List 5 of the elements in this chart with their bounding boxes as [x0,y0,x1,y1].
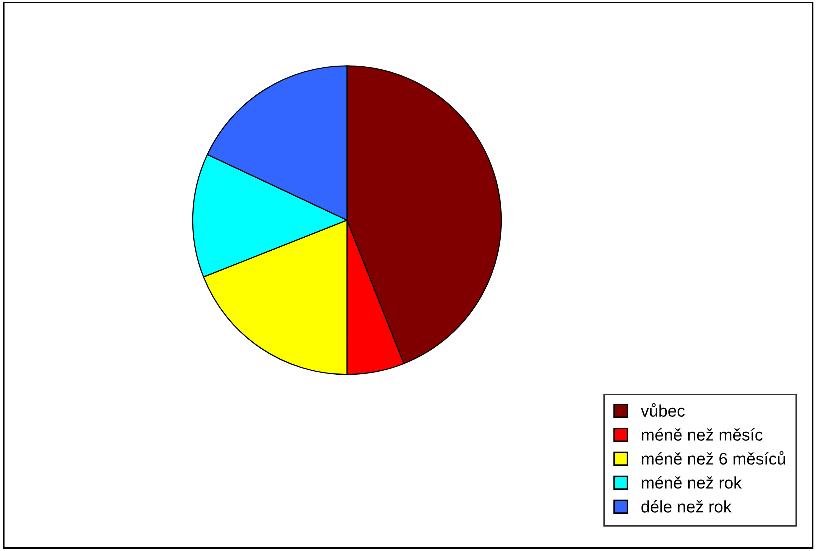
legend-label: vůbec [641,403,686,418]
legend-label: méně než 6 měsíců [642,451,786,465]
legend-label: déle než rok [642,500,732,513]
legend-label: méně než měsíc [642,428,763,441]
legend-label: méně než rok [642,476,742,489]
